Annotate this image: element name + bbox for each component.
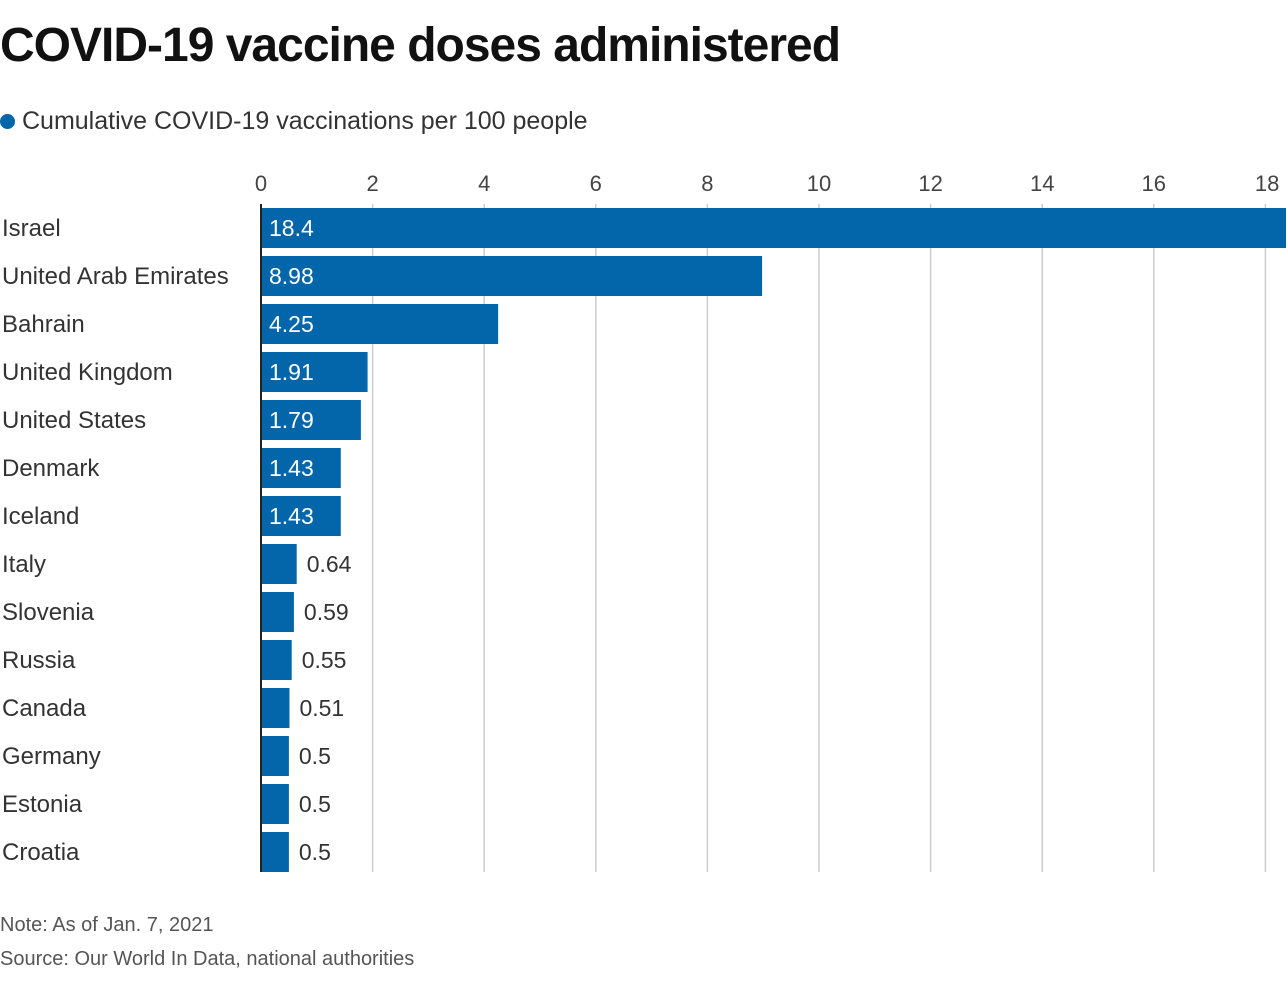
x-tick-label: 10	[807, 171, 831, 196]
category-label: Bahrain	[2, 311, 85, 338]
bar	[261, 304, 499, 344]
bar	[261, 448, 341, 488]
x-axis-ticks: 0 2 4 6 8 10 12 14 16 18	[255, 171, 1280, 196]
value-label: 0.64	[307, 551, 352, 577]
value-label: 0.5	[299, 743, 331, 769]
value-label: 1.43	[269, 503, 314, 529]
value-label: 0.51	[299, 695, 344, 721]
value-label: 8.98	[269, 263, 314, 289]
category-label: Canada	[2, 695, 87, 722]
category-label: Slovenia	[2, 599, 95, 626]
bar	[261, 400, 361, 440]
gridlines	[371, 204, 1267, 872]
bar	[261, 544, 297, 584]
value-label: 0.59	[304, 599, 349, 625]
category-label: Russia	[2, 647, 76, 674]
bar	[261, 832, 289, 872]
x-tick-label: 4	[478, 171, 490, 196]
value-label: 0.5	[299, 839, 331, 865]
category-label: Italy	[2, 551, 46, 578]
x-tick-label: 14	[1030, 171, 1054, 196]
bar	[261, 352, 368, 392]
x-tick-label: 8	[701, 171, 713, 196]
category-label: United Arab Emirates	[2, 263, 229, 290]
category-labels: Israel United Arab Emirates Bahrain United …	[2, 215, 229, 866]
x-tick-label: 12	[918, 171, 942, 196]
bar	[261, 256, 763, 296]
note-text: Note: As of Jan. 7, 2021	[0, 914, 214, 936]
bar	[261, 640, 292, 680]
category-label: Croatia	[2, 839, 80, 866]
bar	[261, 688, 290, 728]
legend-swatch	[0, 113, 15, 129]
chart-title: COVID-19 vaccine doses administered	[0, 19, 841, 72]
bar	[261, 208, 1286, 248]
value-label: 1.91	[269, 359, 314, 385]
value-labels: 18.4 8.98 4.25 1.91 1.79 1.43 1.43 0.64 0.59 0.55…	[269, 215, 352, 865]
category-label: Israel	[2, 215, 61, 242]
value-label: 0.55	[302, 647, 347, 673]
category-label: Estonia	[2, 791, 83, 818]
category-label: Denmark	[2, 455, 100, 482]
category-label: Germany	[2, 743, 101, 770]
legend: Cumulative COVID-19 vaccinations per 100…	[0, 104, 588, 138]
value-label: 4.25	[269, 311, 314, 337]
bar	[261, 592, 294, 632]
bar	[261, 496, 341, 536]
category-label: Iceland	[2, 503, 79, 530]
value-label: 1.43	[269, 455, 314, 481]
x-tick-label: 2	[366, 171, 378, 196]
bar	[261, 736, 289, 776]
x-tick-label: 0	[255, 171, 267, 196]
x-tick-label: 6	[590, 171, 602, 196]
x-tick-label: 16	[1142, 171, 1166, 196]
value-label: 18.4	[269, 215, 314, 241]
value-label: 1.79	[269, 407, 314, 433]
value-label: 0.5	[299, 791, 331, 817]
legend-label: Cumulative COVID-19 vaccinations per 100…	[22, 106, 588, 135]
category-label: United Kingdom	[2, 359, 173, 386]
bars	[261, 208, 1286, 872]
x-tick-label: 18	[1255, 171, 1279, 196]
source-text: Source: Our World In Data, national auth…	[0, 948, 415, 970]
bar	[261, 784, 289, 824]
category-label: United States	[2, 407, 146, 434]
